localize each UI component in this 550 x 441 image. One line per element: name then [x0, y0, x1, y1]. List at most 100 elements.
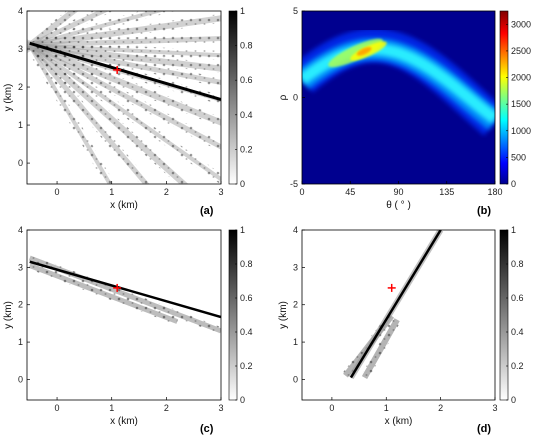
colorbar-tick-label: 0.4	[240, 110, 253, 120]
x-tick-label: 90	[393, 187, 403, 197]
detected-line	[349, 230, 442, 379]
axes-box	[26, 10, 222, 185]
colorbar-tick-label: 0	[240, 395, 245, 405]
y-tick-label: 0	[18, 374, 23, 384]
colorbar-tick-label: 0	[511, 395, 516, 405]
x-axis-label: x (km)	[110, 200, 138, 211]
ray-speckle	[29, 13, 221, 50]
ray-speckle	[28, 40, 221, 87]
y-ticks: -5 0 5	[290, 6, 305, 189]
ray-speckle	[27, 11, 114, 50]
colorbar: 0 0.2 0.4 0.6 0.8 1	[499, 225, 524, 405]
y-tick-label: 4	[18, 6, 23, 16]
colorbar-tick-label: 0.8	[511, 259, 524, 269]
y-tick-label: 2	[293, 300, 298, 310]
colorbar-tick-label: 0.6	[511, 293, 524, 303]
plot-content	[27, 11, 221, 184]
ray-speckle	[27, 41, 221, 184]
detected-line	[29, 260, 221, 319]
x-axis-label: x (km)	[385, 416, 413, 427]
y-tick-label: 4	[293, 225, 298, 235]
ray-speckle	[27, 42, 116, 184]
colorbar: 0 0.2 0.4 0.6 0.8 1	[228, 6, 253, 189]
colorbar-tick-label: 0.4	[240, 327, 253, 337]
detected-line	[29, 41, 221, 102]
source-marker	[387, 283, 396, 292]
x-tick-label: 0	[55, 187, 60, 197]
plot-area	[302, 230, 495, 400]
source-marker	[113, 283, 122, 292]
y-tick-label: 1	[18, 337, 23, 347]
colorbar-tick-label: 1000	[511, 126, 531, 136]
streak-speckle	[361, 317, 401, 380]
y-ticks: 0 1 2 3 4	[18, 6, 30, 168]
colorbar-tick-label: 0.6	[240, 75, 253, 85]
hough-band	[302, 28, 495, 136]
ray-speckle	[28, 41, 221, 128]
colorbar-scale	[499, 229, 509, 401]
x-tick-label: 3	[218, 187, 223, 197]
y-axis-label: ρ	[278, 94, 289, 100]
colorbar: 0 0.2 0.4 0.6 0.8 1	[228, 225, 253, 405]
x-tick-label: 180	[487, 187, 502, 197]
plot-content	[302, 28, 495, 136]
colorbar-tick-label: 0.8	[240, 41, 253, 51]
plot-content	[342, 230, 444, 380]
ray-speckle	[29, 40, 221, 74]
x-ticks: 0 45 90 135 180	[299, 181, 503, 197]
colorbar-scale	[228, 229, 238, 401]
axes-box	[301, 229, 496, 401]
panel-label: (b)	[477, 205, 491, 217]
y-tick-label: 5	[293, 6, 298, 16]
y-tick-label: 0	[293, 93, 298, 103]
colorbar-tick-label: 0	[240, 179, 245, 189]
colorbar-tick-label: 2000	[511, 73, 531, 83]
y-tick-label: 3	[18, 44, 23, 54]
colorbar-tick-label: 0.2	[511, 361, 524, 371]
x-tick-label: 3	[218, 403, 223, 413]
colorbar-tick-label: 0.2	[240, 361, 253, 371]
x-axis-label: x (km)	[110, 416, 138, 427]
colorbar: 0 500 1000 1500 2000 2500 3000	[499, 10, 531, 189]
panel-c: 0 1 2 3 0 1 2 3 4 x (km) y (km) 0 0.2 0.4 0.6 0.8 1 (c)	[3, 225, 253, 435]
colorbar-tick-label: 500	[511, 152, 526, 162]
y-tick-label: 3	[293, 262, 298, 272]
colorbar-tick-label: 0	[511, 179, 516, 189]
hot-spot	[356, 47, 372, 56]
colorbar-tick-label: 0.6	[240, 293, 253, 303]
colorbar-tick-label: 1	[240, 6, 245, 16]
x-tick-label: 2	[438, 403, 443, 413]
panel-label: (c)	[200, 423, 214, 435]
panel-label: (a)	[200, 205, 214, 217]
x-ticks: 0 1 2 3	[329, 397, 498, 413]
axes-box	[26, 229, 222, 401]
ray-speckle	[29, 40, 221, 60]
colorbar-scale	[228, 10, 238, 185]
x-tick-label: 1	[109, 403, 114, 413]
y-tick-label: 0	[293, 374, 298, 384]
x-tick-label: 3	[492, 403, 497, 413]
x-tick-label: 135	[439, 187, 454, 197]
y-ticks: 0 1 2 3 4	[18, 225, 30, 384]
colorbar-tick-label: 0.2	[240, 144, 253, 154]
streak-speckle	[28, 262, 179, 325]
colorbar-tick-label: 0.8	[240, 259, 253, 269]
y-axis-label: y (km)	[3, 84, 14, 112]
x-tick-label: 0	[299, 187, 304, 197]
ray-speckle	[27, 41, 221, 153]
plot-content	[28, 254, 221, 335]
y-tick-label: 2	[18, 300, 23, 310]
source-marker	[113, 65, 122, 74]
x-axis-label: θ ( ° )	[386, 200, 411, 211]
panel-d: 0 1 2 3 0 1 2 3 4 x (km) y (km) 0 0.2 0.4 0.6 0.8 1 (d)	[278, 225, 524, 435]
y-axis-label: y (km)	[3, 301, 14, 329]
colorbar-tick-label: 1	[240, 225, 245, 235]
x-tick-label: 2	[164, 187, 169, 197]
ray-speckle	[27, 41, 191, 184]
colorbar-scale	[499, 10, 509, 185]
panel-label: (d)	[477, 423, 491, 435]
colorbar-tick-label: 1	[511, 225, 516, 235]
y-tick-label: 2	[18, 82, 23, 92]
y-tick-label: 4	[18, 225, 23, 235]
